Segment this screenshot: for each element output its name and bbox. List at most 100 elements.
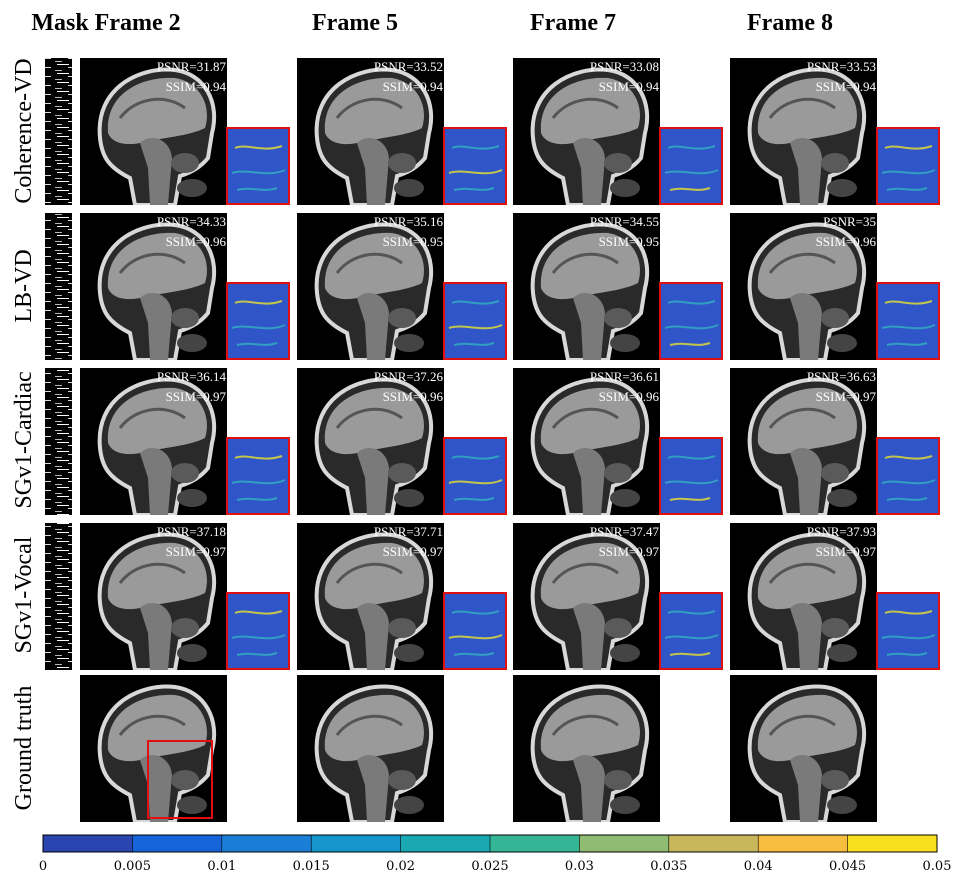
error-streak [886,342,928,346]
error-streak [664,324,719,330]
error-streak [453,497,495,501]
mri-image [297,675,444,822]
error-map [226,127,290,205]
error-map [876,437,940,515]
error-streak [667,300,716,305]
error-streak [881,324,936,330]
error-streak [453,652,495,656]
error-streak [234,145,283,150]
ssim-label: SSIM=0.97 [599,544,660,559]
error-map-bg [876,592,940,670]
row-label: SGv1-Cardiac [11,371,37,508]
sampling-mask [45,213,72,360]
error-streak [451,145,500,150]
error-streak [231,324,286,330]
error-map-bg [659,592,723,670]
colorbar-segment [490,835,580,852]
psnr-label: PSNR=37.26 [374,369,444,384]
error-map-bg [876,282,940,360]
error-streak [884,145,933,150]
error-streak [231,479,286,485]
psnr-label: PSNR=34.33 [157,214,226,229]
colorbar-segment [132,835,222,852]
psnr-label: PSNR=37.71 [374,524,443,539]
error-streak [448,634,503,640]
error-streak [231,634,286,640]
error-streak [448,169,503,175]
error-map-bg [226,437,290,515]
colorbar-tick-label: 0.04 [744,859,773,874]
error-map-bg [226,592,290,670]
error-streak [453,187,495,191]
error-streak [234,610,283,615]
error-map-bg [226,127,290,205]
error-streak [451,455,500,460]
error-streak [669,187,711,191]
column-header: Frame 7 [530,10,616,36]
error-map-bg [659,282,723,360]
error-streak [664,169,719,175]
error-streak [234,300,283,305]
ssim-label: SSIM=0.97 [816,389,877,404]
colorbar-segment [847,835,937,852]
row-label: SGv1-Vocal [11,536,37,653]
column-header: Mask Frame 2 [31,10,180,36]
error-streak [236,497,278,501]
colorbar-segment [579,835,669,852]
error-map [226,282,290,360]
error-map [659,437,723,515]
row-label: LB-VD [11,249,37,322]
error-map-bg [659,437,723,515]
psnr-label: PSNR=33.52 [374,59,443,74]
colorbar-segment [221,835,312,852]
error-streak [881,634,936,640]
ssim-label: SSIM=0.96 [816,234,877,249]
psnr-label: PSNR=37.18 [157,524,226,539]
colorbar-tick-label: 0.05 [923,859,952,874]
error-streak [451,300,500,305]
ssim-label: SSIM=0.96 [599,389,660,404]
row-label: Ground truth [11,686,37,811]
error-map [659,127,723,205]
colorbar-tick-label: 0.035 [650,859,687,874]
error-map [443,282,507,360]
error-streak [664,479,719,485]
error-streak [669,497,711,501]
error-map-bg [659,127,723,205]
mri-image [513,675,660,822]
row-label: Coherence-VD [11,58,37,203]
error-map [226,592,290,670]
ssim-label: SSIM=0.94 [599,79,660,94]
ssim-label: SSIM=0.96 [166,234,227,249]
colorbar-segment [400,835,490,852]
error-streak [236,342,278,346]
error-map [226,437,290,515]
mri-image [80,675,227,822]
error-map [443,592,507,670]
error-streak [236,652,278,656]
error-streak [884,300,933,305]
error-map [443,437,507,515]
colorbar-tick-label: 0.005 [114,859,151,874]
error-streak [667,455,716,460]
psnr-label: PSNR=35 [823,214,876,229]
error-streak [669,652,711,656]
error-map-bg [443,127,507,205]
error-map [659,282,723,360]
error-streak [664,634,719,640]
ssim-label: SSIM=0.97 [816,544,877,559]
sampling-mask [45,58,72,205]
psnr-label: PSNR=34.55 [590,214,659,229]
colorbar-segment [43,835,133,852]
colorbar-segment [311,835,401,852]
error-map [443,127,507,205]
error-streak [236,187,278,191]
psnr-label: PSNR=36.14 [157,369,227,384]
error-streak [448,324,503,330]
error-streak [234,455,283,460]
ssim-label: SSIM=0.94 [166,79,227,94]
colorbar-tick-label: 0.01 [207,859,236,874]
error-streak [669,342,711,346]
psnr-label: PSNR=31.87 [157,59,227,74]
column-header: Frame 8 [747,10,833,36]
